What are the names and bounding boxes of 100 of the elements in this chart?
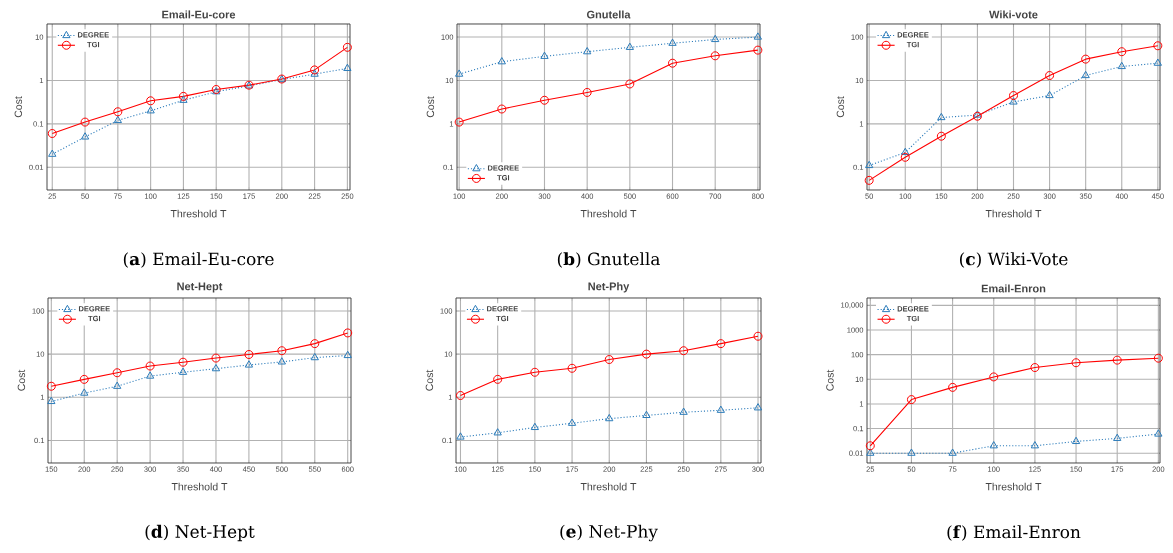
x-axis-title: Threshold T: [171, 482, 228, 491]
point: [47, 396, 56, 405]
point: [679, 346, 689, 356]
point: [1030, 363, 1040, 373]
text: (e) Net-Phy: [560, 524, 658, 542]
point: [47, 129, 57, 139]
point: [906, 395, 916, 405]
point: [1071, 358, 1081, 368]
point: [113, 107, 123, 117]
point: [178, 367, 188, 375]
point: [936, 131, 946, 141]
point: [641, 349, 651, 359]
point: [80, 132, 90, 140]
chart-title: Email-Enron: [981, 284, 1046, 293]
point: [1009, 91, 1018, 101]
point: [1071, 436, 1081, 445]
point: [605, 413, 614, 422]
y-axis-title: Cost: [14, 96, 23, 118]
point: [1153, 353, 1163, 363]
point: [901, 147, 910, 156]
point: [146, 96, 156, 106]
point: [1117, 61, 1126, 70]
point: [1117, 47, 1127, 57]
point: [493, 374, 503, 384]
point: [211, 353, 221, 363]
point: [343, 63, 352, 71]
point: [989, 441, 998, 449]
text: (a) Email-Eu-core: [123, 252, 274, 268]
x-axis-title: Threshold T: [580, 482, 637, 491]
x-axis-title: Threshold T: [985, 482, 1042, 491]
x-axis-title: Threshold T: [170, 209, 227, 218]
point: [907, 448, 916, 456]
point: [1081, 70, 1090, 79]
point: [1045, 71, 1055, 81]
point: [79, 374, 89, 384]
text: (c) Wiki-Vote: [959, 252, 1068, 268]
point: [866, 448, 875, 456]
point: [178, 357, 188, 367]
chart-title: Email-Eu-core: [162, 10, 236, 19]
point: [1113, 433, 1122, 441]
point: [567, 418, 577, 426]
point: [310, 352, 319, 361]
text: (f) Email-Enron: [947, 525, 1081, 541]
point: [277, 357, 286, 365]
point: [342, 42, 352, 52]
point: [46, 381, 56, 391]
point: [710, 51, 720, 61]
point: [625, 79, 635, 89]
x-axis-title: Threshold T: [580, 209, 637, 218]
text: (b) Gnutella: [557, 252, 660, 268]
point: [948, 382, 958, 392]
point: [178, 91, 188, 101]
point: [1154, 429, 1163, 437]
point: [146, 106, 155, 114]
point: [456, 432, 465, 440]
point: [179, 95, 188, 103]
point: [211, 363, 221, 372]
point: [310, 69, 319, 77]
point: [310, 339, 320, 349]
point: [455, 390, 465, 400]
point: [668, 58, 678, 68]
point: [948, 448, 957, 456]
point: [1081, 54, 1091, 64]
point: [493, 428, 502, 436]
point: [497, 104, 507, 114]
point: [583, 47, 592, 55]
point: [1153, 58, 1162, 66]
point: [865, 441, 875, 451]
point: [753, 45, 763, 55]
y-axis-title: Cost: [17, 369, 26, 391]
text: (d) Net-Hept: [145, 524, 255, 542]
chart-title: Gnutella: [586, 10, 631, 19]
point: [1045, 90, 1054, 99]
chart-title: Net-Phy: [588, 282, 630, 293]
point: [145, 361, 155, 371]
point: [80, 388, 89, 396]
point: [567, 363, 577, 373]
point: [1030, 441, 1040, 449]
point: [497, 57, 506, 65]
point: [277, 346, 287, 356]
point: [244, 350, 254, 359]
point: [582, 87, 592, 97]
point: [711, 34, 720, 43]
point: [864, 175, 874, 185]
point: [753, 32, 763, 40]
point: [454, 117, 464, 127]
point: [530, 422, 539, 431]
point: [455, 69, 464, 77]
point: [343, 328, 353, 338]
point: [1009, 97, 1018, 105]
point: [753, 403, 763, 411]
point: [1153, 41, 1163, 51]
point: [753, 331, 763, 341]
point: [642, 410, 651, 419]
point: [244, 360, 254, 368]
point: [668, 38, 677, 46]
point: [865, 160, 874, 169]
point: [48, 149, 57, 157]
point: [145, 371, 155, 379]
point: [530, 367, 540, 377]
